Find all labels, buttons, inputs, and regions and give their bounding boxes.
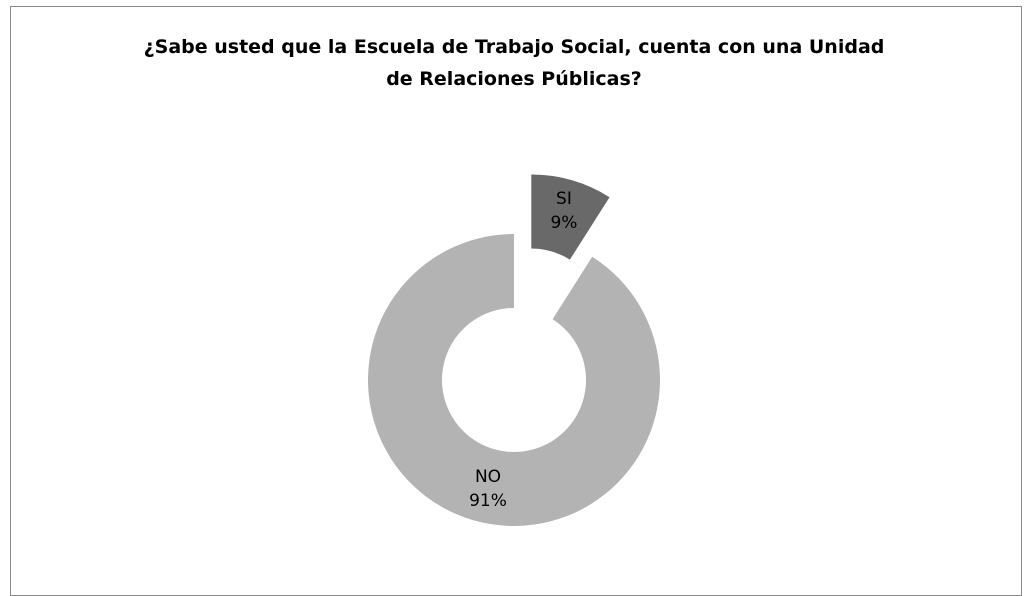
data-label-no-percent: 91% — [469, 491, 507, 511]
chart-title: ¿Sabe usted que la Escuela de Trabajo So… — [0, 31, 1028, 95]
data-label-si-percent: 9% — [550, 213, 577, 233]
data-label-si-name: SI — [556, 189, 572, 209]
donut-chart: SI 9% NO 91% — [368, 174, 660, 526]
donut-slice-si — [531, 174, 610, 260]
donut-slice-no — [368, 234, 660, 526]
chart-title-line-2: de Relaciones Públicas? — [386, 68, 642, 90]
chart-title-line-1: ¿Sabe usted que la Escuela de Trabajo So… — [143, 36, 885, 58]
data-label-no-name: NO — [475, 467, 501, 487]
